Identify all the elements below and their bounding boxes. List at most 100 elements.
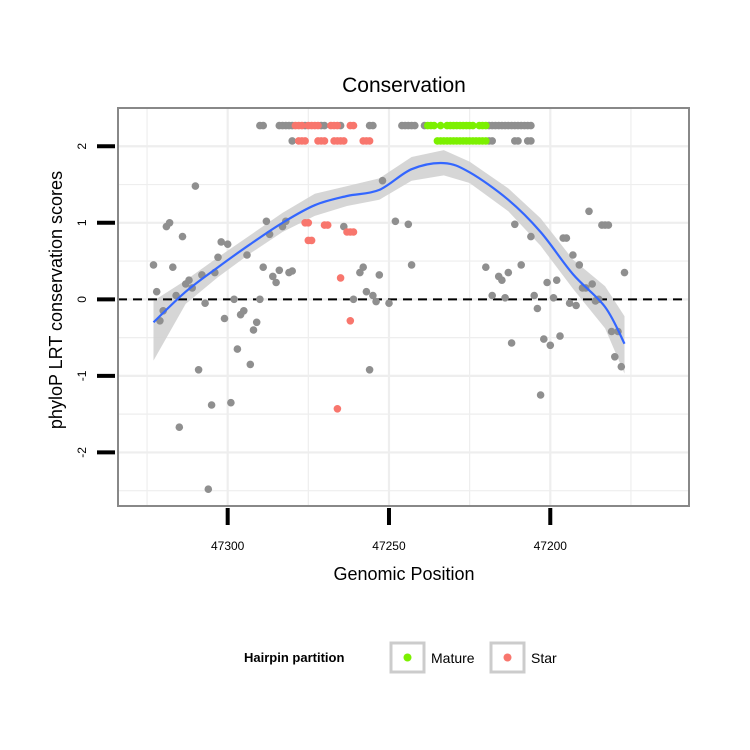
point-other	[233, 345, 242, 353]
point-star	[336, 274, 345, 282]
point-other	[536, 391, 545, 399]
legend-swatch-mature	[403, 653, 412, 662]
point-other	[246, 360, 255, 369]
point-other	[407, 261, 416, 269]
point-other	[530, 291, 538, 300]
point-other	[191, 182, 200, 190]
legend-swatch-star	[503, 653, 512, 662]
point-other	[359, 263, 368, 272]
point-other	[617, 362, 626, 371]
point-other	[498, 276, 506, 285]
point-other	[194, 366, 203, 374]
point-other	[556, 332, 564, 340]
point-mature	[436, 121, 445, 130]
legend-item-mature: Mature	[389, 641, 475, 674]
point-other	[223, 240, 232, 248]
point-other	[507, 339, 516, 347]
point-other	[488, 291, 497, 300]
point-other	[152, 287, 161, 296]
point-other	[365, 366, 374, 374]
point-other	[230, 295, 238, 304]
point-other	[217, 238, 225, 246]
point-other	[404, 220, 413, 229]
point-star	[298, 121, 306, 130]
point-other	[620, 268, 629, 277]
point-other	[607, 327, 616, 336]
x-tick-label: 47250	[372, 539, 406, 553]
point-other	[543, 278, 551, 287]
point-other	[585, 207, 593, 216]
data-points	[149, 121, 629, 494]
point-other	[375, 271, 384, 279]
point-other	[204, 485, 213, 494]
point-other	[369, 291, 377, 300]
point-other	[275, 266, 284, 275]
point-other	[269, 272, 277, 281]
point-other	[249, 326, 258, 334]
y-axis-title: phyloP LRT conservation scores	[46, 171, 66, 429]
point-other	[262, 217, 271, 226]
point-other	[378, 176, 387, 185]
y-tick-label: 0	[75, 296, 89, 303]
point-other	[546, 341, 555, 350]
point-other	[252, 318, 261, 327]
legend: Hairpin partition Mature Star	[244, 641, 557, 674]
x-tick-label: 47300	[211, 539, 245, 553]
chart-title: Conservation	[342, 74, 466, 97]
point-other	[527, 232, 535, 241]
point-other	[288, 267, 297, 275]
point-other	[504, 268, 513, 277]
point-other	[385, 299, 393, 308]
point-other	[169, 263, 177, 272]
point-mature	[482, 137, 490, 145]
point-other	[540, 335, 548, 343]
point-other	[501, 294, 509, 302]
point-other	[362, 287, 371, 296]
point-other	[240, 307, 248, 315]
y-axis-ticks: -2 -1 0 1 2	[75, 143, 115, 458]
point-other	[369, 121, 377, 130]
point-other	[201, 299, 209, 308]
smooth-trend-line	[152, 161, 626, 345]
y-tick-label: 1	[75, 219, 89, 226]
point-other	[349, 295, 358, 304]
point-other	[575, 261, 584, 269]
point-other	[256, 295, 264, 304]
point-other	[259, 121, 268, 130]
point-other	[549, 294, 558, 302]
point-other	[572, 301, 580, 310]
point-star	[304, 219, 313, 227]
legend-title: Hairpin partition	[244, 650, 344, 665]
y-tick-label: -1	[75, 370, 89, 381]
point-star	[340, 137, 348, 145]
point-star	[320, 137, 329, 145]
point-other	[527, 121, 535, 130]
point-star	[323, 221, 332, 229]
point-other	[511, 220, 519, 229]
point-star	[333, 121, 342, 130]
point-other	[227, 398, 235, 407]
point-other	[482, 263, 490, 272]
legend-label-mature: Mature	[431, 650, 475, 666]
point-other	[159, 307, 167, 315]
point-other	[411, 121, 419, 130]
point-other	[320, 121, 329, 130]
point-star	[307, 236, 316, 245]
point-other	[243, 251, 251, 259]
x-axis-title: Genomic Position	[333, 564, 474, 584]
point-star	[365, 137, 374, 145]
point-other	[527, 137, 535, 145]
point-other	[488, 137, 497, 145]
point-other	[178, 232, 187, 241]
point-other	[272, 278, 280, 287]
plot-panel-border	[117, 107, 690, 507]
point-star	[349, 228, 358, 236]
point-star	[301, 137, 309, 145]
point-other	[165, 219, 174, 227]
point-other	[517, 261, 525, 269]
y-tick-label: -2	[75, 447, 89, 458]
y-tick-label: 2	[75, 143, 89, 150]
point-star	[349, 121, 358, 130]
legend-key-star	[489, 641, 526, 674]
x-tick-label: 47200	[534, 539, 568, 553]
